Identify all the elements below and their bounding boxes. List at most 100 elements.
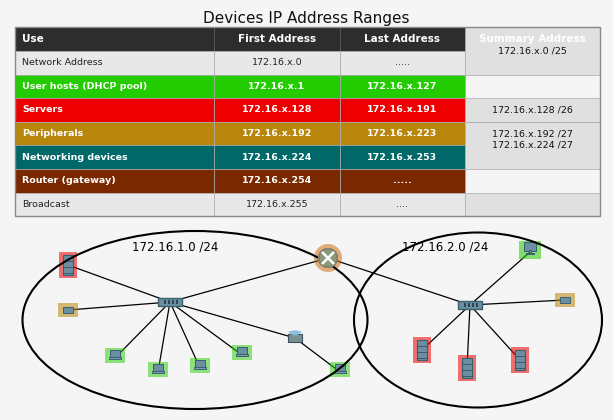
Bar bbox=[330, 362, 350, 378]
FancyBboxPatch shape bbox=[15, 74, 214, 98]
Text: Servers: Servers bbox=[22, 105, 63, 115]
Bar bbox=[458, 301, 482, 310]
Text: 172.16.1.0 /24: 172.16.1.0 /24 bbox=[132, 240, 218, 253]
Text: Devices IP Address Ranges: Devices IP Address Ranges bbox=[204, 10, 409, 26]
Bar bbox=[527, 253, 534, 255]
Bar bbox=[462, 358, 473, 378]
FancyBboxPatch shape bbox=[214, 27, 340, 51]
Bar bbox=[417, 340, 427, 360]
Bar bbox=[519, 241, 541, 258]
FancyBboxPatch shape bbox=[15, 145, 214, 169]
Text: Network Address: Network Address bbox=[22, 58, 103, 67]
Bar bbox=[175, 300, 178, 304]
Text: Broadcast: Broadcast bbox=[22, 200, 70, 209]
FancyBboxPatch shape bbox=[340, 193, 465, 216]
FancyBboxPatch shape bbox=[465, 122, 600, 169]
FancyBboxPatch shape bbox=[15, 193, 214, 216]
Bar bbox=[194, 367, 206, 370]
Text: 172.16.x.128 /26: 172.16.x.128 /26 bbox=[492, 105, 573, 115]
Bar bbox=[458, 355, 476, 381]
Bar bbox=[58, 303, 78, 317]
FancyBboxPatch shape bbox=[465, 122, 600, 145]
FancyBboxPatch shape bbox=[340, 51, 465, 74]
Bar bbox=[172, 300, 173, 304]
FancyBboxPatch shape bbox=[214, 122, 340, 145]
Bar bbox=[413, 337, 432, 363]
Bar bbox=[476, 303, 478, 307]
Text: 172.16.x.1: 172.16.x.1 bbox=[248, 82, 305, 91]
Bar bbox=[152, 371, 164, 373]
Text: 172.16.x.253: 172.16.x.253 bbox=[367, 153, 438, 162]
Text: .....: ..... bbox=[395, 58, 410, 67]
Bar bbox=[524, 241, 536, 251]
Bar bbox=[555, 294, 574, 307]
Text: 172.16.x.0 /25: 172.16.x.0 /25 bbox=[498, 47, 567, 55]
Bar bbox=[514, 350, 525, 370]
Text: Networking devices: Networking devices bbox=[22, 153, 128, 162]
Bar bbox=[63, 255, 74, 275]
FancyBboxPatch shape bbox=[15, 169, 214, 193]
Text: Summary Address: Summary Address bbox=[479, 34, 585, 44]
FancyBboxPatch shape bbox=[465, 27, 600, 51]
Bar bbox=[471, 303, 473, 307]
Bar bbox=[463, 303, 465, 307]
FancyBboxPatch shape bbox=[214, 98, 340, 122]
Bar bbox=[190, 358, 210, 373]
Bar bbox=[560, 297, 571, 303]
Bar bbox=[158, 297, 182, 307]
Text: .....: ..... bbox=[393, 176, 412, 185]
Text: 172.16.x.254: 172.16.x.254 bbox=[242, 176, 312, 185]
Bar bbox=[236, 354, 248, 357]
FancyBboxPatch shape bbox=[465, 98, 600, 122]
Bar bbox=[288, 334, 302, 342]
Text: 172.16.x.191: 172.16.x.191 bbox=[367, 105, 438, 115]
Bar bbox=[63, 307, 74, 313]
Text: 172.16.x.0: 172.16.x.0 bbox=[251, 58, 302, 67]
Text: 172.16.x.192 /27: 172.16.x.192 /27 bbox=[492, 129, 573, 138]
FancyBboxPatch shape bbox=[465, 27, 600, 74]
Bar bbox=[148, 362, 168, 378]
FancyBboxPatch shape bbox=[214, 193, 340, 216]
Bar bbox=[334, 371, 346, 373]
Bar bbox=[59, 252, 77, 278]
Circle shape bbox=[314, 244, 342, 272]
Bar bbox=[232, 345, 252, 360]
FancyBboxPatch shape bbox=[15, 122, 214, 145]
FancyBboxPatch shape bbox=[465, 193, 600, 216]
FancyBboxPatch shape bbox=[340, 145, 465, 169]
FancyBboxPatch shape bbox=[15, 98, 214, 122]
Text: Last Address: Last Address bbox=[364, 34, 440, 44]
Bar bbox=[511, 347, 530, 373]
Text: Use: Use bbox=[22, 34, 44, 44]
FancyBboxPatch shape bbox=[15, 51, 214, 74]
Text: 172.16.x.192: 172.16.x.192 bbox=[242, 129, 312, 138]
Circle shape bbox=[319, 249, 337, 268]
FancyBboxPatch shape bbox=[214, 74, 340, 98]
Bar bbox=[109, 357, 121, 360]
Bar bbox=[167, 300, 170, 304]
Bar bbox=[110, 350, 120, 357]
Text: 172.16.x.224: 172.16.x.224 bbox=[242, 153, 312, 162]
Bar bbox=[164, 300, 166, 304]
FancyBboxPatch shape bbox=[340, 169, 465, 193]
FancyBboxPatch shape bbox=[340, 98, 465, 122]
FancyBboxPatch shape bbox=[214, 169, 340, 193]
Bar bbox=[237, 347, 247, 354]
Text: 172.16.x.127: 172.16.x.127 bbox=[367, 82, 438, 91]
Bar bbox=[528, 250, 531, 253]
Text: First Address: First Address bbox=[238, 34, 316, 44]
Bar bbox=[335, 364, 345, 371]
Text: ....: .... bbox=[397, 200, 408, 209]
Bar bbox=[195, 360, 205, 367]
FancyBboxPatch shape bbox=[15, 27, 214, 51]
Text: 172.16.x.128: 172.16.x.128 bbox=[242, 105, 312, 115]
FancyBboxPatch shape bbox=[214, 51, 340, 74]
Text: 172.16.x.223: 172.16.x.223 bbox=[367, 129, 438, 138]
Text: 172.16.x.255: 172.16.x.255 bbox=[245, 200, 308, 209]
Bar bbox=[105, 348, 125, 363]
FancyBboxPatch shape bbox=[214, 145, 340, 169]
Text: Peripherals: Peripherals bbox=[22, 129, 83, 138]
FancyBboxPatch shape bbox=[340, 74, 465, 98]
Text: 172.16.x.224 /27: 172.16.x.224 /27 bbox=[492, 141, 573, 150]
Bar bbox=[468, 303, 470, 307]
